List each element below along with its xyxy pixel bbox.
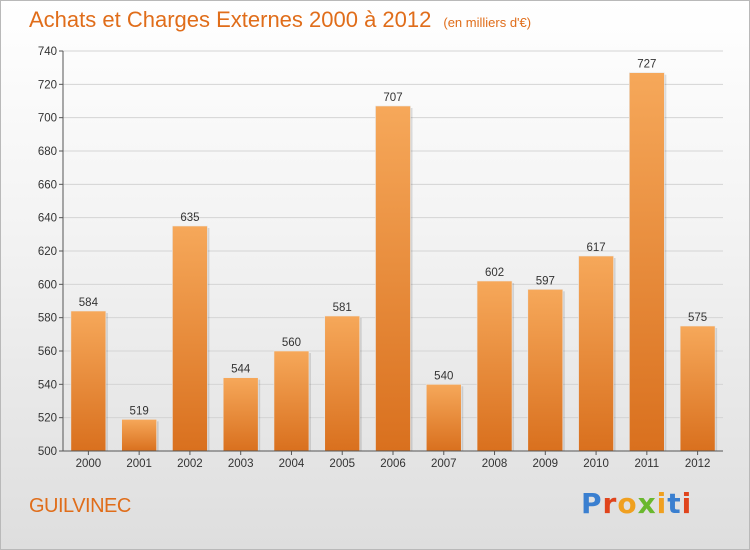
value-label: 727 — [637, 59, 656, 71]
brand-letter: P — [581, 487, 603, 520]
x-tick-label: 2011 — [634, 458, 659, 470]
value-label: 707 — [383, 92, 402, 104]
value-label: 635 — [180, 212, 199, 224]
value-label: 575 — [688, 312, 707, 324]
chart-title: Achats et Charges Externes 2000 à 2012 (e… — [29, 7, 531, 33]
x-tick-label: 2010 — [583, 458, 609, 470]
value-label: 540 — [434, 370, 453, 382]
value-label: 602 — [485, 267, 504, 279]
value-label: 519 — [130, 405, 149, 417]
x-tick-label: 2003 — [228, 458, 254, 470]
x-tick-label: 2012 — [685, 458, 711, 470]
x-tick-label: 2001 — [126, 458, 152, 470]
value-label: 617 — [586, 242, 605, 254]
x-tick-label: 2006 — [380, 458, 406, 470]
bar-2001 — [121, 419, 157, 452]
title-unit: (en milliers d'€) — [443, 15, 532, 30]
y-tick-label: 740 — [38, 46, 57, 58]
title-text: Achats et Charges Externes 2000 à 2012 — [29, 7, 432, 32]
value-label: 581 — [333, 302, 352, 314]
value-label: 584 — [79, 297, 99, 309]
x-tick-label: 2005 — [329, 458, 355, 470]
y-tick-label: 580 — [38, 313, 57, 325]
y-tick-label: 700 — [38, 113, 57, 125]
bar-2007 — [425, 384, 462, 452]
bar-2006 — [375, 105, 411, 452]
label-layer: 500 520 540 560 580 600 620 640 660 680 700 720 740 5… — [38, 46, 711, 470]
brand-letter: x — [637, 487, 657, 520]
value-label: 560 — [282, 337, 301, 349]
bar-2009 — [527, 289, 564, 452]
x-tick-label: 2008 — [482, 458, 508, 470]
bar-layer — [70, 72, 718, 452]
x-tick-label: 2009 — [533, 458, 559, 470]
brand-letter: i — [656, 487, 668, 520]
bar-2002 — [172, 225, 208, 452]
bar-2008 — [476, 280, 513, 452]
y-tick-label: 600 — [38, 279, 57, 291]
value-label: 597 — [536, 275, 555, 287]
brand-letter: t — [667, 487, 682, 520]
y-tick-label: 680 — [38, 146, 57, 158]
bar-2000 — [70, 310, 107, 452]
bar-2012 — [679, 325, 716, 452]
y-tick-label: 540 — [38, 379, 57, 391]
x-tick-label: 2007 — [431, 458, 457, 470]
y-tick-label: 660 — [38, 179, 57, 191]
x-tick-label: 2002 — [177, 458, 203, 470]
x-tick-label: 2000 — [76, 458, 102, 470]
value-label: 544 — [231, 364, 251, 376]
y-tick-label: 500 — [38, 446, 57, 458]
brand-letter: o — [617, 487, 638, 520]
y-tick-label: 720 — [38, 79, 57, 91]
x-tick-label: 2004 — [279, 458, 305, 470]
bar-2011 — [629, 72, 665, 452]
y-tick-label: 620 — [38, 246, 57, 258]
brand-letter: r — [602, 487, 618, 520]
bar-2010 — [578, 255, 614, 452]
brand-letter: i — [681, 487, 693, 520]
bar-2004 — [273, 350, 310, 452]
location-name: GUILVINEC — [29, 495, 131, 517]
brand-logo: Proxiti — [581, 487, 692, 520]
y-tick-label: 520 — [38, 413, 57, 425]
bar-2003 — [222, 377, 259, 452]
bar-2005 — [324, 315, 361, 452]
y-tick-label: 640 — [38, 213, 57, 225]
y-tick-label: 560 — [38, 346, 57, 358]
axis-layer — [59, 50, 723, 455]
